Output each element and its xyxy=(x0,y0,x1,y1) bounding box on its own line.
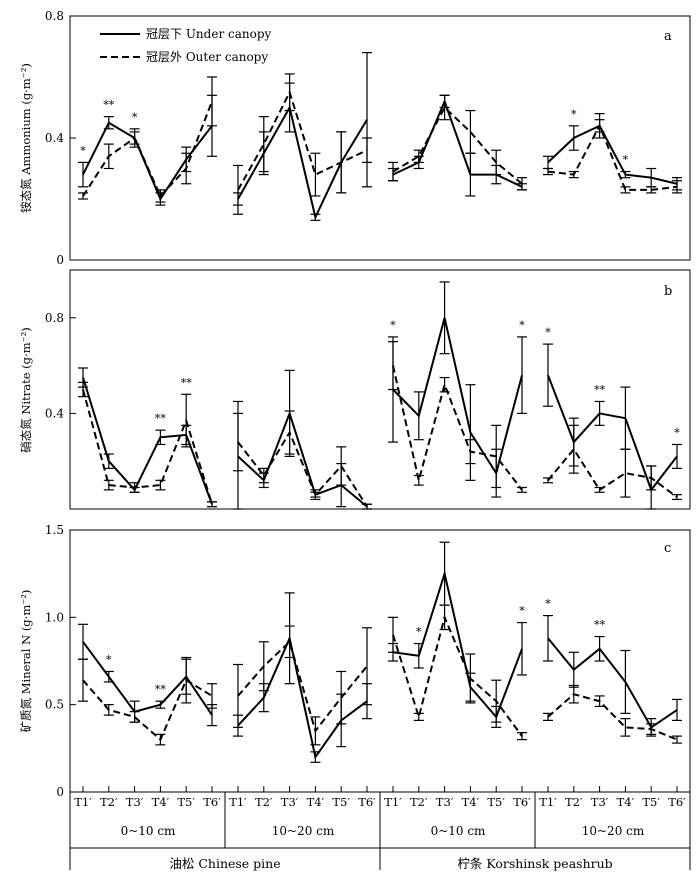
series-line-outer xyxy=(82,389,213,505)
x-category-label: T3′ xyxy=(436,795,454,809)
x-category-label: T1′ xyxy=(539,795,557,809)
x-category-label: T3′ xyxy=(126,795,144,809)
significance-marker: ** xyxy=(155,412,167,425)
significance-marker: * xyxy=(545,598,551,611)
series-line-outer xyxy=(547,693,678,741)
panel-letter-a: a xyxy=(664,29,672,44)
series-line-under xyxy=(392,569,523,719)
significance-marker: ** xyxy=(594,619,606,632)
panel-letter-c: c xyxy=(664,541,671,556)
legend-outer-label: 冠层外 Outer canopy xyxy=(146,50,268,64)
x-category-label: T6′ xyxy=(668,795,686,809)
significance-marker: * xyxy=(519,605,525,618)
x-category-label: T5′ xyxy=(487,795,505,809)
y-tick-label: 0.8 xyxy=(45,9,64,23)
significance-marker: ** xyxy=(155,683,167,696)
series-line-under xyxy=(547,637,678,729)
x-category-label: T2′ xyxy=(410,795,428,809)
species-label: 柠条 Korshinsk peashrub xyxy=(457,856,612,871)
x-category-label: T4′ xyxy=(307,795,325,809)
series-line-outer xyxy=(547,447,678,498)
depth-label: 10~20 cm xyxy=(272,824,335,838)
y-tick-label: 0.8 xyxy=(45,311,64,325)
depth-label: 0~10 cm xyxy=(431,824,486,838)
series-line-outer xyxy=(237,430,368,508)
x-category-label: T6′ xyxy=(513,795,531,809)
significance-marker: * xyxy=(623,154,629,167)
y-tick-label: 0.4 xyxy=(45,131,64,145)
series-line-under xyxy=(237,104,368,221)
significance-marker: * xyxy=(390,319,396,332)
significance-marker: ** xyxy=(103,99,115,112)
significance-marker: * xyxy=(106,653,112,666)
significance-marker: * xyxy=(80,144,86,157)
panel-letter-b: b xyxy=(664,284,672,299)
y-tick-label: 0.4 xyxy=(45,406,64,420)
panel-b-frame xyxy=(69,269,691,510)
series-line-outer xyxy=(392,614,523,737)
y-tick-label: 0 xyxy=(56,253,64,267)
series-line-under xyxy=(82,641,213,716)
x-category-label: T4′ xyxy=(617,795,635,809)
significance-marker: * xyxy=(132,111,138,124)
series-line-under xyxy=(237,635,368,760)
significance-marker: * xyxy=(416,626,422,639)
y-tick-label: 1.0 xyxy=(45,610,64,624)
series-line-under xyxy=(237,410,368,508)
x-category-label: T1′ xyxy=(229,795,247,809)
series-line-outer xyxy=(237,89,368,191)
y-axis-label-a: 铵态氮 Ammonium (g·m⁻²) xyxy=(19,63,33,213)
depth-label: 10~20 cm xyxy=(582,824,645,838)
x-axis-table: 0~10 cm 10~20 cm 0~10 cm 10~20 cm 油松 Chi… xyxy=(69,792,691,871)
x-category-label: T6′ xyxy=(203,795,221,809)
series-line-under xyxy=(547,374,678,492)
x-category-label: T2′ xyxy=(565,795,583,809)
series-line-under xyxy=(82,377,213,505)
legend: 冠层下 Under canopy 冠层外 Outer canopy xyxy=(100,27,272,64)
series-line-under xyxy=(547,124,678,185)
x-category-label: T5′ xyxy=(177,795,195,809)
x-category-label: T3′ xyxy=(591,795,609,809)
significance-marker: * xyxy=(545,326,551,339)
x-category-label: T4′ xyxy=(152,795,170,809)
x-category-label: T4′ xyxy=(462,795,480,809)
species-label: 油松 Chinese pine xyxy=(169,856,280,871)
series-line-outer xyxy=(237,639,368,734)
series-line-under xyxy=(82,121,213,202)
significance-marker: * xyxy=(674,426,680,439)
y-axis-label-b: 硝态氮 Nitrate (g·m⁻²) xyxy=(19,327,33,453)
x-category-label: T5′ xyxy=(332,795,350,809)
series-line-outer xyxy=(82,678,213,742)
x-category-label: T2′ xyxy=(100,795,118,809)
series-line-under xyxy=(392,98,523,188)
y-axis-label-c: 矿质氮 Mineral N (g·m⁻²) xyxy=(19,590,33,733)
series-line-outer xyxy=(547,123,678,191)
x-category-label: T1′ xyxy=(384,795,402,809)
y-tick-label: 1.5 xyxy=(45,523,64,537)
x-category-label: T3′ xyxy=(281,795,299,809)
y-tick-label: 0.5 xyxy=(45,698,64,712)
depth-label: 0~10 cm xyxy=(121,824,176,838)
x-category-label: T2′ xyxy=(255,795,273,809)
x-category-label: T1′ xyxy=(74,795,92,809)
series-line-under xyxy=(392,317,523,476)
x-category-label: T5′ xyxy=(642,795,660,809)
y-tick-label: 0 xyxy=(56,785,64,799)
significance-marker: ** xyxy=(594,383,606,396)
legend-under-label: 冠层下 Under canopy xyxy=(146,27,272,41)
significance-marker: ** xyxy=(181,376,193,389)
series-line-outer xyxy=(392,365,523,491)
series-line-outer xyxy=(82,101,213,198)
series-line-outer xyxy=(392,105,523,185)
x-category-label: T6′ xyxy=(358,795,376,809)
significance-marker: * xyxy=(571,108,577,121)
significance-marker: * xyxy=(519,319,525,332)
